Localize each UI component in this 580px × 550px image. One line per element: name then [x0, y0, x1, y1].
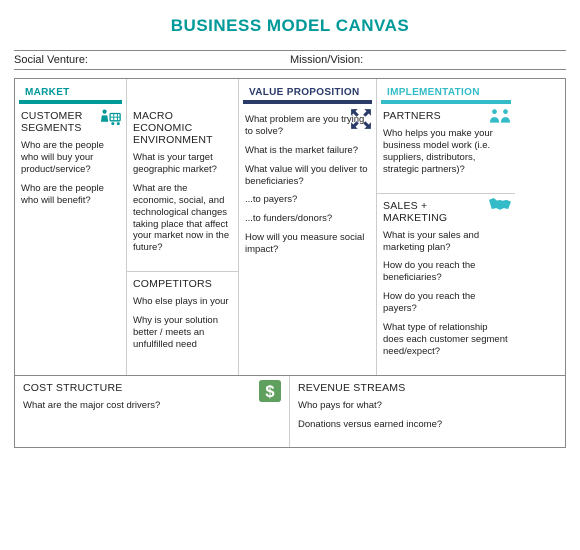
value-q2: What is the market failure? — [245, 145, 370, 157]
revenue-title: REVENUE STREAMS — [298, 382, 557, 394]
revenue-q1: Who pays for what? — [298, 400, 557, 412]
sales-q2: How do you reach the beneficiaries? — [383, 260, 509, 284]
section-competitors: COMPETITORS Who else plays in your Why i… — [127, 272, 238, 368]
expand-arrows-icon — [350, 108, 372, 126]
value-q4: ...to payers? — [245, 194, 370, 206]
competitors-title: COMPETITORS — [133, 278, 232, 290]
value-col: VALUE PROPOSITION What problem are you t… — [239, 79, 377, 375]
market-col-2: . MACRO ECONOMIC ENVIRONMENT What is you… — [127, 79, 239, 375]
sales-q4: What type of relationship does each cust… — [383, 322, 509, 358]
cart-icon — [100, 108, 122, 126]
value-q5: ...to funders/donors? — [245, 213, 370, 225]
handshake-icon — [489, 198, 511, 216]
header-impl: IMPLEMENTATION — [381, 83, 511, 104]
value-q3: What value will you deliver to beneficia… — [245, 164, 370, 188]
header-market: MARKET — [19, 83, 122, 104]
dollar-icon: $ — [259, 380, 281, 398]
header-value: VALUE PROPOSITION — [243, 83, 372, 104]
section-customer-segments: CUSTOMER SEGMENTS Who are the people who… — [15, 104, 126, 224]
competitors-q1: Who else plays in your — [133, 296, 232, 308]
section-macro: MACRO ECONOMIC ENVIRONMENT What is your … — [127, 104, 238, 272]
segments-q1: Who are the people who will buy your pro… — [21, 140, 120, 176]
value-q6: How will you measure social impact? — [245, 232, 370, 256]
section-cost: $ COST STRUCTURE What are the major cost… — [15, 376, 290, 448]
meta-row: Social Venture: Mission/Vision: — [14, 50, 566, 70]
mission-vision-label: Mission/Vision: — [290, 54, 566, 66]
cost-q1: What are the major cost drivers? — [23, 400, 281, 412]
macro-q2: What are the economic, social, and techn… — [133, 183, 232, 254]
section-value: What problem are you trying to solve? Wh… — [239, 104, 376, 273]
bottom-row: $ COST STRUCTURE What are the major cost… — [14, 376, 566, 449]
section-partners: PARTNERS Who helps you make your busines… — [377, 104, 515, 194]
people-icon — [489, 108, 511, 126]
revenue-q2: Donations versus earned income? — [298, 419, 557, 431]
svg-text:$: $ — [265, 383, 274, 401]
section-sales: SALES + MARKETING What is your sales and… — [377, 194, 515, 375]
competitors-q2: Why is your solution better / meets an u… — [133, 315, 232, 351]
canvas-grid: MARKET CUSTOMER SEGMENTS Who are the peo… — [14, 78, 566, 376]
sales-q3: How do you reach the payers? — [383, 291, 509, 315]
sales-q1: What is your sales and marketing plan? — [383, 230, 509, 254]
impl-col: IMPLEMENTATION PARTNERS Who helps you ma… — [377, 79, 515, 375]
page-title: BUSINESS MODEL CANVAS — [14, 16, 566, 36]
partners-q1: Who helps you make your business model w… — [383, 128, 509, 176]
section-revenue: REVENUE STREAMS Who pays for what? Donat… — [290, 376, 565, 448]
social-venture-label: Social Venture: — [14, 54, 290, 66]
canvas-page: BUSINESS MODEL CANVAS Social Venture: Mi… — [0, 0, 580, 448]
cost-title: COST STRUCTURE — [23, 382, 281, 394]
segments-q2: Who are the people who will benefit? — [21, 183, 120, 207]
macro-title: MACRO ECONOMIC ENVIRONMENT — [133, 110, 232, 146]
macro-q1: What is your target geographic market? — [133, 152, 232, 176]
market-col-1: MARKET CUSTOMER SEGMENTS Who are the peo… — [15, 79, 127, 375]
